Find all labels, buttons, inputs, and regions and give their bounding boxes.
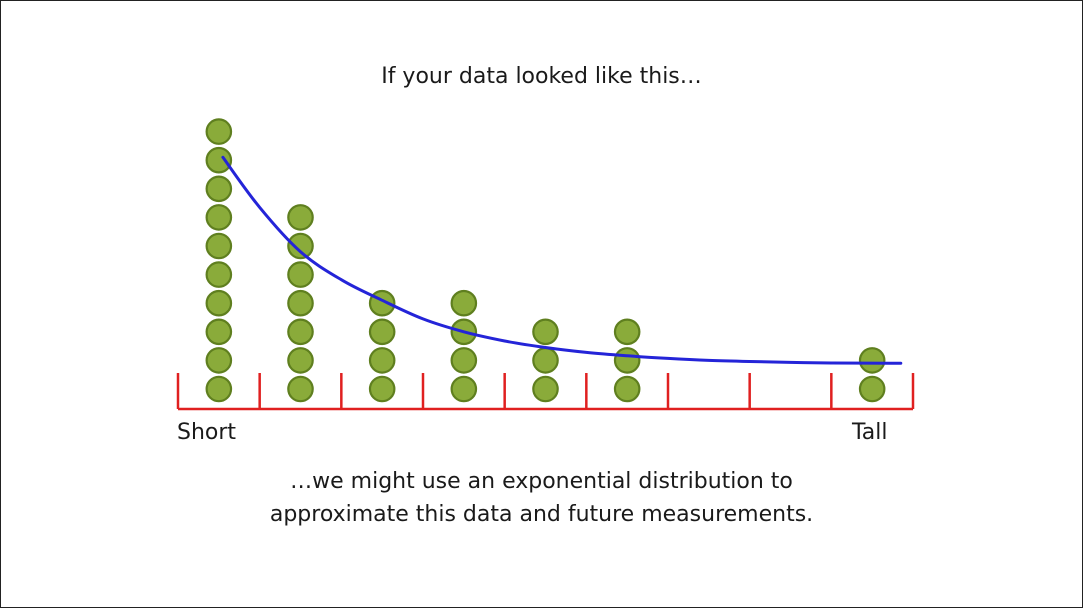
exponential-fit-curve xyxy=(221,155,903,365)
data-dot xyxy=(368,375,396,403)
caption-line-1: …we might use an exponential distributio… xyxy=(290,469,793,494)
data-dot xyxy=(205,375,233,403)
data-dot xyxy=(287,204,314,231)
data-dot xyxy=(287,318,314,346)
data-dot xyxy=(858,375,886,403)
data-dot xyxy=(858,347,886,374)
axis-label-short: Short xyxy=(177,420,237,445)
data-dot xyxy=(205,204,233,231)
axis-label-tall: Tall xyxy=(852,420,888,445)
data-dot xyxy=(450,289,478,317)
data-dot xyxy=(532,375,559,403)
data-dot xyxy=(287,289,314,317)
data-dot xyxy=(287,347,314,374)
data-dot xyxy=(205,289,233,317)
data-dot xyxy=(368,318,396,346)
data-dot xyxy=(205,118,233,145)
data-dot xyxy=(532,318,559,346)
data-dot xyxy=(450,375,478,403)
data-dot xyxy=(287,375,314,403)
data-dot xyxy=(287,232,314,260)
slide-title: If your data looked like this… xyxy=(381,64,702,89)
data-dot xyxy=(205,175,233,203)
data-dot xyxy=(287,261,314,288)
data-dot xyxy=(450,347,478,374)
data-dot xyxy=(205,261,233,288)
caption-line-2: approximate this data and future measure… xyxy=(269,502,814,527)
data-dot xyxy=(205,232,233,260)
data-dot xyxy=(368,347,396,374)
data-dot xyxy=(613,318,641,346)
data-dot xyxy=(205,318,233,346)
data-dot xyxy=(613,375,641,403)
data-dot xyxy=(205,347,233,374)
data-dot xyxy=(532,347,559,374)
data-dot xyxy=(613,347,641,374)
data-dot xyxy=(205,146,233,174)
